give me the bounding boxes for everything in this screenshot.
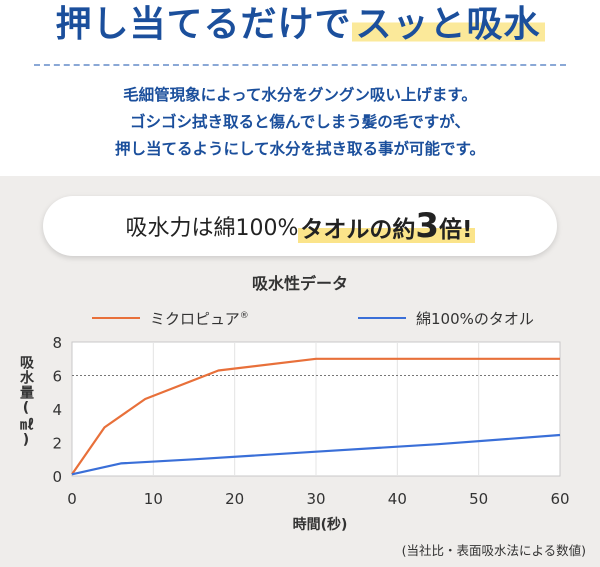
legend-item-cotton: 綿100%のタオル: [358, 308, 534, 328]
chart-footnote: (当社比・表面吸水法による数値): [401, 543, 586, 558]
headline: 押し当てるだけで スッと吸水: [0, 0, 600, 50]
headline-plain: 押し当てるだけで: [55, 4, 352, 45]
description-line-3: 押し当てるようにして水分を拭き取る事が可能です。: [115, 140, 485, 158]
series-line-1: [71, 433, 561, 476]
series-line-0: [71, 357, 560, 475]
x-tick-label: 30: [306, 490, 325, 508]
callout-part2: タオルの約: [300, 217, 416, 243]
y-tick-label: 8: [52, 334, 62, 352]
y-tick-label: 0: [52, 468, 62, 486]
headline-highlight: スッと吸水: [351, 4, 545, 45]
y-tick-label: 2: [52, 435, 62, 453]
x-axis-label: 時間(秒): [292, 517, 348, 533]
legend-item-micropure: ミクロピュア®: [92, 308, 249, 328]
x-tick-label: 50: [469, 490, 488, 508]
x-tick-label: 20: [225, 490, 244, 508]
callout-banner: 吸水力は綿100% タオルの約3倍!: [43, 196, 557, 256]
x-tick-label: 0: [67, 490, 77, 508]
x-tick-label: 60: [550, 490, 569, 508]
y-tick-label: 4: [52, 401, 62, 419]
x-tick-label: 40: [388, 490, 407, 508]
line-chart: 0 2 4 6 8 0 10 20 30 40 50 60: [52, 334, 569, 508]
legend-swatch-cotton: [358, 317, 406, 319]
callout-part1: 吸水力は綿100%: [125, 216, 299, 241]
legend-swatch-micropure: [92, 317, 140, 319]
legend-label-cotton: 綿100%のタオル: [416, 309, 534, 328]
y-tick-label: 6: [52, 368, 62, 386]
chart-title: 吸水性データ: [251, 274, 348, 293]
dashed-divider: [34, 64, 566, 66]
callout-number: 3: [415, 206, 440, 246]
callout-highlight: タオルの約3倍!: [298, 206, 475, 246]
description: 毛細管現象によって水分をグングン吸い上げます。 ゴシゴシ拭き取ると傷んでしまう髪…: [0, 82, 600, 163]
description-line-1: 毛細管現象によって水分をグングン吸い上げます。: [123, 86, 477, 104]
callout-part3: 倍!: [439, 217, 473, 243]
y-axis-label: 吸水量(㎖): [18, 355, 34, 449]
intro-section: 押し当てるだけで スッと吸水 毛細管現象によって水分をグングン吸い上げます。 ゴシ…: [0, 0, 600, 176]
legend-label-micropure: ミクロピュア®: [150, 309, 249, 328]
description-line-2: ゴシゴシ拭き取ると傷んでしまう髪の毛ですが、: [130, 113, 470, 131]
x-tick-label: 10: [144, 490, 163, 508]
